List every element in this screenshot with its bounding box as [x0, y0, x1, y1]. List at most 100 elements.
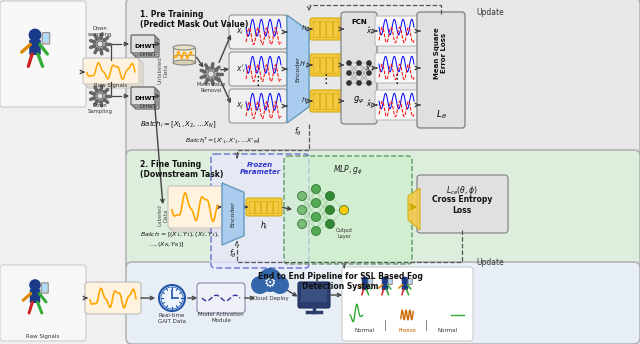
- Text: Update: Update: [476, 8, 504, 17]
- Text: Cloud Deploy: Cloud Deploy: [252, 296, 288, 301]
- Text: Encoder: Encoder: [230, 201, 236, 227]
- FancyBboxPatch shape: [170, 188, 224, 230]
- Circle shape: [356, 61, 362, 65]
- FancyBboxPatch shape: [375, 53, 419, 83]
- Text: Mean Value
Removal: Mean Value Removal: [197, 82, 225, 93]
- Circle shape: [326, 219, 335, 228]
- FancyBboxPatch shape: [229, 15, 287, 49]
- Text: 2. Fine Tuning
(Downstream Task): 2. Fine Tuning (Downstream Task): [140, 160, 223, 180]
- FancyBboxPatch shape: [417, 12, 465, 128]
- Ellipse shape: [173, 45, 195, 50]
- Text: Labeled
Data: Labeled Data: [157, 204, 168, 226]
- FancyBboxPatch shape: [42, 283, 48, 293]
- Text: Update: Update: [476, 258, 504, 267]
- FancyBboxPatch shape: [246, 198, 282, 216]
- Text: $x_j$: $x_j$: [236, 100, 244, 111]
- FancyBboxPatch shape: [172, 190, 226, 232]
- Circle shape: [93, 37, 106, 51]
- Circle shape: [30, 280, 40, 290]
- Text: $\ldots,(X_N,Y_N)]$: $\ldots,(X_N,Y_N)]$: [148, 240, 184, 249]
- Circle shape: [93, 89, 106, 103]
- FancyBboxPatch shape: [168, 186, 222, 228]
- Circle shape: [356, 71, 362, 75]
- FancyBboxPatch shape: [133, 37, 157, 55]
- Text: Frozen
Parameter: Frozen Parameter: [239, 162, 280, 175]
- Circle shape: [367, 80, 371, 86]
- FancyBboxPatch shape: [369, 279, 371, 283]
- Bar: [255, 201, 260, 213]
- Text: Normal: Normal: [438, 328, 458, 333]
- FancyBboxPatch shape: [29, 40, 41, 55]
- Text: DHWT: DHWT: [140, 104, 157, 109]
- Text: DHWT: DHWT: [140, 52, 157, 57]
- Circle shape: [29, 29, 41, 41]
- Circle shape: [382, 277, 388, 283]
- Circle shape: [403, 277, 408, 283]
- Circle shape: [298, 205, 307, 215]
- Text: $x'_i$: $x'_i$: [236, 63, 246, 75]
- Bar: [319, 21, 325, 37]
- FancyBboxPatch shape: [409, 279, 412, 283]
- FancyBboxPatch shape: [402, 282, 408, 290]
- Text: $Batch_i^T = [X'_1, X'_2, \ldots X'_M]$: $Batch_i^T = [X'_1, X'_2, \ldots X'_M]$: [185, 135, 261, 146]
- Circle shape: [362, 277, 368, 283]
- FancyBboxPatch shape: [29, 289, 40, 303]
- Text: 1. Pre Training
(Predict Mask Out Value): 1. Pre Training (Predict Mask Out Value): [140, 10, 248, 29]
- Circle shape: [159, 285, 185, 311]
- FancyBboxPatch shape: [229, 89, 287, 123]
- Bar: [267, 201, 272, 213]
- FancyBboxPatch shape: [131, 87, 155, 105]
- Text: Real-time
GAIT Data: Real-time GAIT Data: [158, 313, 186, 324]
- FancyBboxPatch shape: [310, 54, 342, 76]
- FancyBboxPatch shape: [135, 91, 159, 109]
- FancyBboxPatch shape: [42, 33, 50, 44]
- FancyBboxPatch shape: [368, 279, 372, 284]
- Circle shape: [367, 61, 371, 65]
- Text: $x_i$: $x_i$: [236, 27, 244, 37]
- Text: Down
sampling: Down sampling: [88, 26, 112, 37]
- FancyBboxPatch shape: [310, 18, 342, 40]
- Text: $g_\psi$: $g_\psi$: [353, 95, 365, 106]
- Text: Cross Entropy
Loss: Cross Entropy Loss: [432, 195, 492, 215]
- FancyBboxPatch shape: [126, 262, 640, 344]
- FancyBboxPatch shape: [388, 279, 392, 284]
- FancyBboxPatch shape: [83, 58, 139, 84]
- FancyBboxPatch shape: [197, 283, 245, 313]
- Circle shape: [312, 213, 321, 222]
- Text: $Batch_i = [(X_1,Y_1),(X_2,Y_2),$: $Batch_i = [(X_1,Y_1),(X_2,Y_2),$: [140, 230, 220, 239]
- FancyBboxPatch shape: [0, 1, 86, 107]
- Circle shape: [326, 192, 335, 201]
- Bar: [333, 57, 338, 73]
- Text: $h_i$: $h_i$: [260, 220, 268, 233]
- Text: ⋮: ⋮: [391, 74, 403, 86]
- Bar: [313, 93, 319, 109]
- Text: Normal: Normal: [355, 328, 375, 333]
- Text: $\hat{x}_i$: $\hat{x}_i$: [366, 25, 374, 37]
- FancyBboxPatch shape: [126, 0, 640, 158]
- Bar: [313, 57, 319, 73]
- Text: $h_j$: $h_j$: [301, 95, 309, 107]
- Bar: [319, 57, 325, 73]
- FancyBboxPatch shape: [0, 265, 86, 341]
- FancyBboxPatch shape: [42, 284, 47, 291]
- Text: $f_\theta$: $f_\theta$: [294, 126, 302, 139]
- Circle shape: [97, 93, 103, 99]
- FancyBboxPatch shape: [133, 89, 157, 107]
- Bar: [326, 57, 332, 73]
- Text: Mean Square
Error Loss: Mean Square Error Loss: [435, 27, 447, 79]
- Text: $\hat{x}_j$: $\hat{x}_j$: [366, 99, 374, 111]
- Text: $L_{ce}(\theta, \phi)$: $L_{ce}(\theta, \phi)$: [446, 184, 478, 197]
- Text: Raw Signals: Raw Signals: [94, 83, 127, 88]
- Circle shape: [258, 268, 282, 292]
- FancyBboxPatch shape: [301, 285, 327, 302]
- Bar: [313, 21, 319, 37]
- Text: End to End Pipeline for SSL Based Fog
Detection System: End to End Pipeline for SSL Based Fog De…: [257, 272, 422, 291]
- Circle shape: [298, 219, 307, 228]
- Text: ⋮: ⋮: [252, 75, 264, 88]
- FancyBboxPatch shape: [211, 154, 309, 268]
- FancyBboxPatch shape: [131, 35, 155, 53]
- FancyBboxPatch shape: [375, 16, 419, 46]
- Circle shape: [298, 192, 307, 201]
- Circle shape: [208, 71, 214, 77]
- Text: Freeze: Freeze: [398, 328, 416, 333]
